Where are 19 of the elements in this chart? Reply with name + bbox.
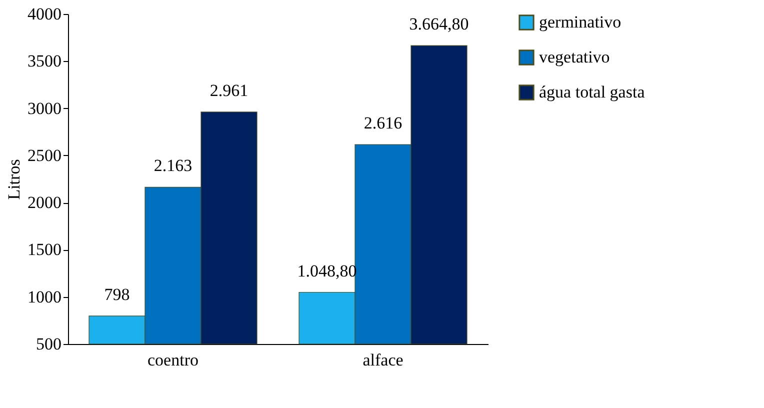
data-label: 798 (104, 284, 130, 304)
legend-label: água total gasta (539, 82, 646, 102)
y-tick-label: 4000 (28, 4, 62, 24)
y-tick-label: 1500 (28, 240, 62, 260)
y-tick-label: 2000 (28, 193, 62, 212)
y-tick-label: 3500 (28, 52, 62, 71)
y-tick-label: 3000 (28, 98, 62, 118)
data-label: 2.961 (210, 80, 248, 100)
legend-label: vegetativo (539, 48, 610, 66)
x-tick-label: coentro (148, 350, 198, 370)
y-tick-label: 2500 (28, 146, 62, 165)
x-tick-label: alface (362, 350, 404, 370)
data-label: 3.664,80 (409, 14, 469, 34)
data-label: 2.616 (364, 113, 402, 132)
y-tick-label: 1000 (28, 287, 62, 306)
y-axis-title: Litros (4, 159, 24, 200)
y-tick-label: 500 (36, 334, 62, 354)
legend-label: germinativo (539, 12, 622, 32)
data-label: 2.163 (154, 156, 192, 176)
